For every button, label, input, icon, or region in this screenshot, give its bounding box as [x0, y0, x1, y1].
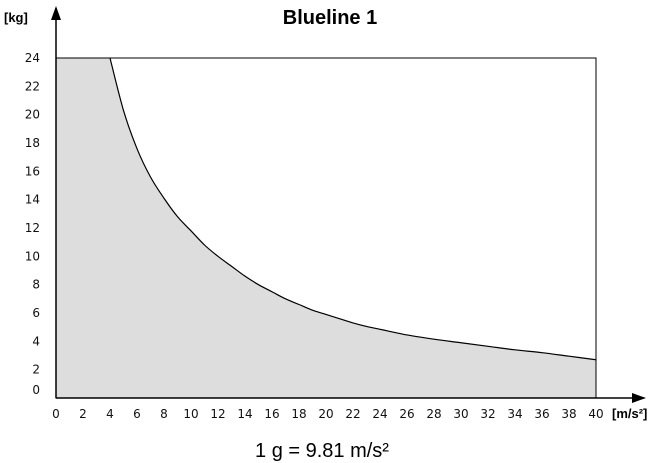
y-tick-label: 2	[32, 363, 40, 377]
x-tick-label: 34	[507, 407, 522, 421]
capacity-curve-line	[109, 57, 597, 361]
x-tick-label: 20	[318, 407, 333, 421]
x-tick-label: 18	[291, 407, 306, 421]
y-tick-label: 22	[25, 79, 40, 93]
x-tick-label: 40	[588, 407, 603, 421]
x-tick-label: 12	[210, 407, 225, 421]
chart-title: Blueline 1	[283, 7, 377, 29]
y-tick-label: 6	[32, 306, 40, 320]
x-tick-label: 4	[106, 407, 114, 421]
x-tick-label: 10	[183, 407, 198, 421]
y-tick-label: 16	[25, 164, 40, 178]
x-tick-label: 8	[160, 407, 168, 421]
x-tick-label: 24	[372, 407, 387, 421]
x-tick-label: 16	[264, 407, 279, 421]
gravity-conversion-note: 1 g = 9.81 m/s²	[255, 440, 389, 462]
x-axis-unit-label: [m/s²]	[612, 406, 647, 421]
x-tick-label: 22	[345, 407, 360, 421]
x-tick-label: 2	[79, 407, 87, 421]
y-tick-label: 0	[32, 383, 40, 397]
x-tick-label: 32	[480, 407, 495, 421]
y-tick-label: 20	[25, 108, 40, 122]
y-tick-label: 24	[25, 51, 40, 65]
x-axis-ticks: 0 2 4 6 8 10 12 14 16 18 20 22 24 26 28 30 32 34 36 38 40	[52, 407, 603, 421]
x-tick-label: 6	[133, 407, 141, 421]
x-tick-label: 26	[399, 407, 414, 421]
x-tick-label: 14	[237, 407, 252, 421]
x-tick-label: 28	[426, 407, 441, 421]
y-tick-label: 8	[32, 278, 40, 292]
y-axis-unit-label: [kg]	[4, 10, 28, 25]
y-tick-label: 4	[32, 334, 40, 348]
y-tick-label: 14	[25, 193, 40, 207]
y-tick-label: 12	[25, 221, 40, 235]
x-tick-label: 30	[453, 407, 468, 421]
x-tick-label: 0	[52, 407, 60, 421]
x-tick-label: 36	[534, 407, 549, 421]
x-tick-label: 38	[561, 407, 576, 421]
y-tick-label: 18	[25, 136, 40, 150]
capacity-area	[56, 58, 596, 398]
y-tick-label: 10	[25, 249, 40, 263]
